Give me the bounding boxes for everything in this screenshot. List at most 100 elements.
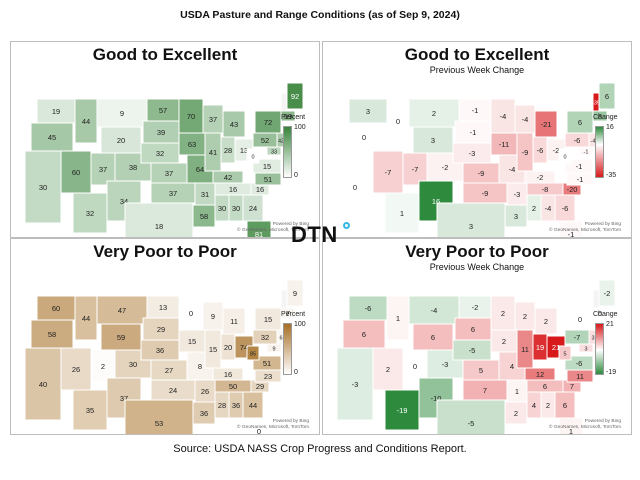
state-value-tx: 18: [155, 222, 163, 231]
state-va: [564, 158, 594, 174]
state-value-pa: 32: [261, 333, 269, 342]
state-value-ne: 32: [156, 149, 164, 158]
state-value-tn: 50: [229, 382, 237, 391]
state-fl: [246, 220, 272, 237]
state-value-nm: 34: [120, 197, 128, 206]
panel-good-excellent: 19 45 30 44 60 32 9 20 37 38 34 57 39 32 37 37 18 70 63 64 3…: [10, 41, 320, 238]
state-value-sd: 39: [157, 128, 165, 137]
state-value-nd: -2: [472, 303, 479, 312]
state-value-wv: 5: [563, 352, 566, 358]
state-value-sc: -20: [567, 185, 578, 194]
credit-line-2: © GeoNames, Microsoft, TomTom: [237, 228, 309, 233]
state-value-co: -3: [442, 360, 449, 369]
state-value-mn: -4: [500, 112, 507, 121]
state-value-nv: 2: [386, 365, 390, 374]
legend-min: -19: [606, 369, 617, 376]
state-value-wa: 60: [52, 304, 60, 313]
panel-very-poor-poor: 60 58 40 44 26 35 47 59 2 30 37 13 29 36 27 24 53 0 15 8 26 3…: [10, 238, 320, 435]
state-vt: [280, 92, 288, 112]
state-value-wy: 20: [117, 136, 125, 145]
dtn-logo: DTN: [291, 222, 338, 247]
state-va: [252, 355, 282, 371]
state-or: [342, 319, 386, 349]
state-vt: [592, 289, 600, 309]
legend-gradient-bar: [283, 126, 292, 178]
state-me: [598, 279, 616, 307]
state-value-mi: 11: [230, 317, 238, 326]
legend-min: 0: [294, 369, 298, 376]
state-value-mt: 2: [432, 109, 436, 118]
panel-subtitle: Previous Week Change: [429, 65, 525, 75]
state-ma: [280, 110, 296, 122]
state-value-mo: -4: [509, 165, 516, 174]
state-wv: [246, 148, 260, 164]
state-ma: [592, 110, 608, 122]
state-tx: [436, 399, 506, 434]
state-value-md: 3: [584, 347, 587, 353]
state-value-la: 3: [514, 212, 518, 221]
state-ut: [90, 152, 116, 186]
state-value-wa: -6: [365, 304, 372, 313]
state-value-ma: 8: [598, 112, 602, 121]
legend-max: 100: [294, 321, 306, 328]
state-tx: [436, 202, 506, 237]
state-value-nd: 13: [159, 303, 167, 312]
state-az: [384, 192, 420, 234]
state-value-vt: -35: [592, 101, 600, 107]
panel-title: Very Poor to Poor: [405, 242, 549, 261]
state-value-or: 45: [48, 133, 56, 142]
legend: Change 21 -19: [593, 311, 629, 391]
state-value-nj: 6: [279, 336, 282, 342]
state-value-md: -1: [584, 150, 589, 156]
state-value-mi: -21: [541, 120, 552, 129]
state-value-sd: 6: [471, 325, 475, 334]
state-value-nj: -4: [591, 139, 596, 145]
state-value-in: -6: [537, 146, 544, 155]
state-value-la: 2: [514, 409, 518, 418]
state-value-il: -9: [522, 148, 529, 157]
state-value-in: 19: [536, 343, 544, 352]
state-value-va: -1: [576, 162, 583, 171]
state-value-fl: -1: [568, 230, 575, 237]
state-value-tn: 16: [229, 185, 237, 194]
state-value-mi: 43: [230, 120, 238, 129]
state-value-ia: 63: [188, 140, 196, 149]
state-value-nc: 23: [264, 372, 272, 381]
state-value-ny: 0: [578, 315, 582, 324]
state-value-az: 1: [400, 209, 404, 218]
state-ny: [566, 110, 594, 134]
state-value-ut: -7: [412, 165, 419, 174]
state-value-ar: -3: [514, 190, 521, 199]
state-value-ar: 31: [201, 190, 209, 199]
state-wy: [100, 126, 142, 154]
state-value-pa: -6: [574, 136, 581, 145]
state-value-al: -4: [545, 204, 552, 213]
state-tx: [124, 202, 194, 237]
state-ut: [402, 152, 428, 186]
state-value-va: 51: [263, 359, 271, 368]
state-value-ky: 12: [536, 370, 544, 379]
state-value-oh: -2: [553, 146, 560, 155]
state-az: [384, 389, 420, 431]
state-tx: [124, 399, 194, 434]
legend-title: Change: [593, 114, 618, 121]
state-wa: [36, 98, 76, 124]
state-value-la: 58: [200, 212, 208, 221]
state-value-ma: 0: [598, 309, 602, 318]
state-value-ca: 0: [353, 183, 357, 192]
state-wv: [558, 148, 572, 164]
state-value-ky: 42: [224, 173, 232, 182]
state-value-co: 30: [129, 360, 137, 369]
panel-very-poor-poor-change: -6 6 -3 1 2 -19 -4 6 0 -3 -10 -2 6 -5 5 7 -5 2 2 4 1 2 2 11 2 19 2…: [322, 238, 632, 435]
state-value-il: 15: [209, 345, 217, 354]
state-value-al: 30: [232, 204, 240, 213]
state-value-mn: 2: [501, 309, 505, 318]
state-value-wy: 6: [431, 333, 435, 342]
state-value-ky: -2: [537, 173, 544, 182]
state-value-fl: 1: [569, 427, 573, 434]
state-value-wv: 0: [563, 155, 566, 161]
state-value-wy: 59: [117, 333, 125, 342]
state-value-sc: 7: [570, 382, 574, 391]
state-value-ca: 40: [39, 380, 47, 389]
state-value-wi: 37: [209, 115, 217, 124]
